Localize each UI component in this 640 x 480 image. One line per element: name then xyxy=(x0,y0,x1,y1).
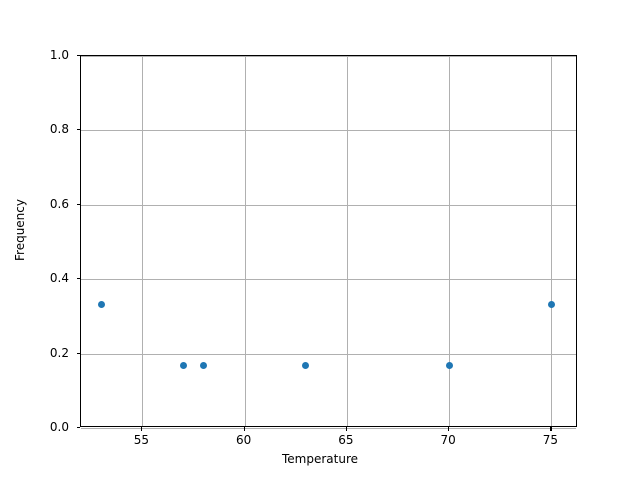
y-tick-mark xyxy=(76,427,80,429)
data-point xyxy=(97,300,105,308)
data-point xyxy=(547,300,555,308)
x-tick-mark xyxy=(345,427,347,431)
gridline-horizontal xyxy=(81,279,576,281)
gridline-vertical xyxy=(551,56,553,426)
gridline-horizontal xyxy=(81,130,576,132)
x-tick-mark xyxy=(448,427,450,431)
x-tick-label: 60 xyxy=(235,433,252,447)
y-tick-label: 0.2 xyxy=(49,345,69,360)
y-tick-label: 0.8 xyxy=(49,122,69,137)
x-axis-label: Temperature xyxy=(281,452,358,466)
x-tick-label: 65 xyxy=(338,433,354,447)
y-tick-mark xyxy=(76,203,80,205)
data-point xyxy=(200,362,208,370)
x-tick-mark xyxy=(141,427,143,431)
gridline-horizontal xyxy=(81,204,576,206)
data-point xyxy=(445,362,453,370)
gridline-vertical xyxy=(244,56,246,426)
x-tick-label: 70 xyxy=(440,433,456,447)
x-tick-mark xyxy=(550,427,552,431)
y-tick-mark xyxy=(76,352,80,354)
data-point xyxy=(302,362,310,370)
y-tick-label: 0.0 xyxy=(49,420,69,434)
y-tick-mark xyxy=(76,129,80,131)
x-tick-label: 75 xyxy=(542,433,559,447)
gridline-vertical xyxy=(142,56,144,426)
gridline-vertical xyxy=(346,56,348,426)
x-tick-label: 55 xyxy=(133,433,149,447)
y-axis-label: Frequency xyxy=(13,199,27,261)
gridline-horizontal xyxy=(81,428,576,429)
y-tick-label: 0.4 xyxy=(49,271,69,286)
gridline-horizontal xyxy=(81,353,576,355)
y-tick-mark xyxy=(76,278,80,280)
gridline-horizontal xyxy=(81,56,576,57)
plot-area xyxy=(80,55,577,429)
y-tick-label: 0.6 xyxy=(49,196,69,211)
y-tick-mark xyxy=(76,55,80,57)
y-tick-label: 1.0 xyxy=(49,48,69,62)
data-point xyxy=(179,362,187,370)
x-tick-mark xyxy=(243,427,245,431)
gridline-vertical xyxy=(449,56,451,426)
